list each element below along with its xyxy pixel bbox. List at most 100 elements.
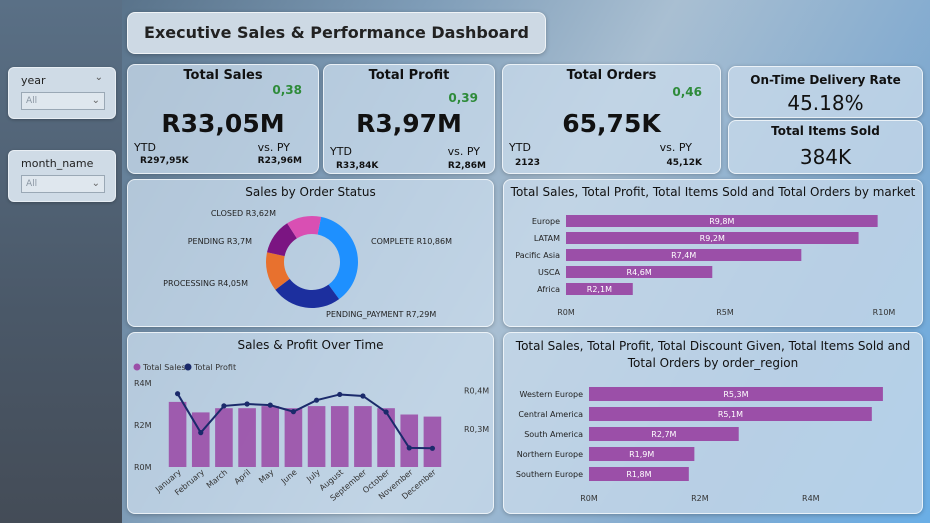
year-slicer[interactable]: year ⌄ All ⌄ xyxy=(8,67,116,119)
chart-title: Total Sales, Total Profit, Total Discoun… xyxy=(515,339,911,370)
x-tick-label: R5M xyxy=(716,308,734,317)
kpi-ytd-value: 2123 xyxy=(515,158,541,168)
bar-category-label: Africa xyxy=(537,285,560,294)
legend-label-total-profit: Total Profit xyxy=(193,363,236,372)
kpi-change: 0,46 xyxy=(672,85,702,99)
y-right-tick-label: R0,3M xyxy=(464,425,489,434)
over-time-card[interactable]: Sales & Profit Over Time Total Sales Tota… xyxy=(127,332,494,514)
kpi-ytd-value: R33,84K xyxy=(336,161,379,171)
market-bar-chart[interactable]: Europe R9,8M LATAM R9,2M Pacific Asia R7,4M US… xyxy=(504,180,924,328)
bar-category-label: USCA xyxy=(538,268,561,277)
bar-category-label: Southern Europe xyxy=(516,470,583,479)
bar-category-label: Europe xyxy=(532,217,560,226)
donut-label: PENDING R3,7M xyxy=(188,237,252,246)
bar-category-label: Western Europe xyxy=(520,390,584,399)
sales-bar xyxy=(330,406,349,467)
sales-bar xyxy=(261,406,280,467)
chart-title: Sales by Order Status xyxy=(245,185,376,199)
kpi-value: 65,75K xyxy=(562,109,661,138)
kpi-name: Total Sales xyxy=(183,68,263,83)
x-tick-label: April xyxy=(233,468,253,487)
x-tick-label: R2M xyxy=(691,494,709,503)
donut-chart[interactable]: COMPLETE R10,86M PENDING_PAYMENT R7,29M PR… xyxy=(128,180,495,328)
profit-point xyxy=(313,397,320,403)
bar xyxy=(566,266,713,278)
on-time-delivery-card[interactable]: On-Time Delivery Rate 45.18% xyxy=(728,66,923,118)
bar-data-label: R1,9M xyxy=(629,450,654,459)
bar xyxy=(566,215,878,227)
month-slicer-label: month_name xyxy=(21,157,94,170)
sales-bar xyxy=(215,408,233,467)
region-card[interactable]: Total Sales, Total Profit, Total Discoun… xyxy=(503,332,923,514)
bar-data-label: R9,2M xyxy=(700,234,725,243)
donut-slice-pending-payment xyxy=(275,278,340,308)
year-dropdown-value: All xyxy=(26,96,38,106)
dropdown-arrow-icon[interactable]: ⌄ xyxy=(91,178,100,189)
sales-profit-chart[interactable]: Total Sales Total Profit R4M R2M R0M R0,4M R0,… xyxy=(128,333,495,515)
region-bar-chart[interactable]: Western Europe R5,3M Central America R5,1M S… xyxy=(504,333,924,515)
total-profit-card[interactable]: Total Profit 0,39 R3,97M YTD vs. PY R33,… xyxy=(323,64,495,174)
bar-category-label: Central America xyxy=(518,410,583,419)
chevron-down-icon[interactable]: ⌄ xyxy=(94,72,103,83)
kpi-ytd-label: YTD xyxy=(509,141,531,154)
year-dropdown[interactable]: All ⌄ xyxy=(21,92,105,110)
y-left-tick-label: R0M xyxy=(134,463,152,472)
donut-label: PROCESSING R4,05M xyxy=(163,279,248,288)
bar-data-label: R5,3M xyxy=(723,390,748,399)
bar-data-label: R5,1M xyxy=(718,410,743,419)
donut-slice-closed xyxy=(287,216,322,239)
sales-bar xyxy=(400,414,419,467)
items-sold-card[interactable]: Total Items Sold 384K xyxy=(728,120,923,174)
order-status-card[interactable]: Sales by Order Status COMPLETE R10,86M PE… xyxy=(127,179,494,327)
title-card: Executive Sales & Performance Dashboard xyxy=(127,12,546,54)
kpi-ytd-label: YTD xyxy=(134,141,156,154)
profit-point xyxy=(221,403,227,409)
kpi-ytd-label: YTD xyxy=(330,145,352,158)
x-tick-label: R10M xyxy=(873,308,896,317)
bar-data-label: R7,4M xyxy=(671,251,696,260)
total-sales-card[interactable]: Total Sales 0,38 R33,05M YTD vs. PY R297… xyxy=(127,64,319,174)
sales-bar xyxy=(377,408,395,467)
bar xyxy=(589,467,689,481)
month-dropdown[interactable]: All ⌄ xyxy=(21,175,105,193)
kpi-py-value: R23,96M xyxy=(257,156,302,166)
kpi-name: Total Orders xyxy=(566,68,657,83)
x-tick-label: R4M xyxy=(802,494,820,503)
donut-slice-complete xyxy=(317,216,358,300)
items-sold-label: Total Items Sold xyxy=(771,124,880,138)
profit-line xyxy=(176,393,433,450)
x-tick-label: May xyxy=(257,467,276,485)
chart-title: Sales & Profit Over Time xyxy=(237,338,384,352)
bar xyxy=(589,387,883,401)
x-tick-label: July xyxy=(304,467,322,484)
kpi-name: Total Profit xyxy=(368,68,450,83)
profit-point xyxy=(174,391,181,397)
kpi-ytd-value: R297,95K xyxy=(140,156,189,166)
profit-point xyxy=(383,409,389,415)
legend-marker-total-sales xyxy=(133,363,141,371)
x-tick-label: R0M xyxy=(557,308,575,317)
bar xyxy=(566,232,859,244)
sales-bar xyxy=(423,416,442,467)
y-left-tick-label: R2M xyxy=(134,421,152,430)
month-slicer[interactable]: month_name All ⌄ xyxy=(8,150,116,202)
profit-point xyxy=(267,402,273,408)
x-tick-label: R0M xyxy=(580,494,598,503)
sales-bar xyxy=(238,408,256,467)
donut-label: CLOSED R3,62M xyxy=(211,209,276,218)
bar-category-label: South America xyxy=(524,430,583,439)
total-orders-card[interactable]: Total Orders 0,46 65,75K YTD vs. PY 2123… xyxy=(502,64,721,174)
donut-slice-pending xyxy=(267,223,297,257)
kpi-py-value: 45,12K xyxy=(666,158,702,168)
donut-label: PENDING_PAYMENT R7,29M xyxy=(326,310,436,319)
y-left-tick-label: R4M xyxy=(134,379,152,388)
profit-point xyxy=(337,391,343,398)
dropdown-arrow-icon[interactable]: ⌄ xyxy=(91,95,100,106)
sales-bar xyxy=(354,406,372,467)
profit-point xyxy=(290,409,297,415)
page-title: Executive Sales & Performance Dashboard xyxy=(144,23,529,42)
x-tick-label: June xyxy=(279,468,299,487)
profit-point xyxy=(360,393,366,399)
kpi-value: R3,97M xyxy=(356,109,462,138)
market-card[interactable]: Total Sales, Total Profit, Total Items S… xyxy=(503,179,923,327)
